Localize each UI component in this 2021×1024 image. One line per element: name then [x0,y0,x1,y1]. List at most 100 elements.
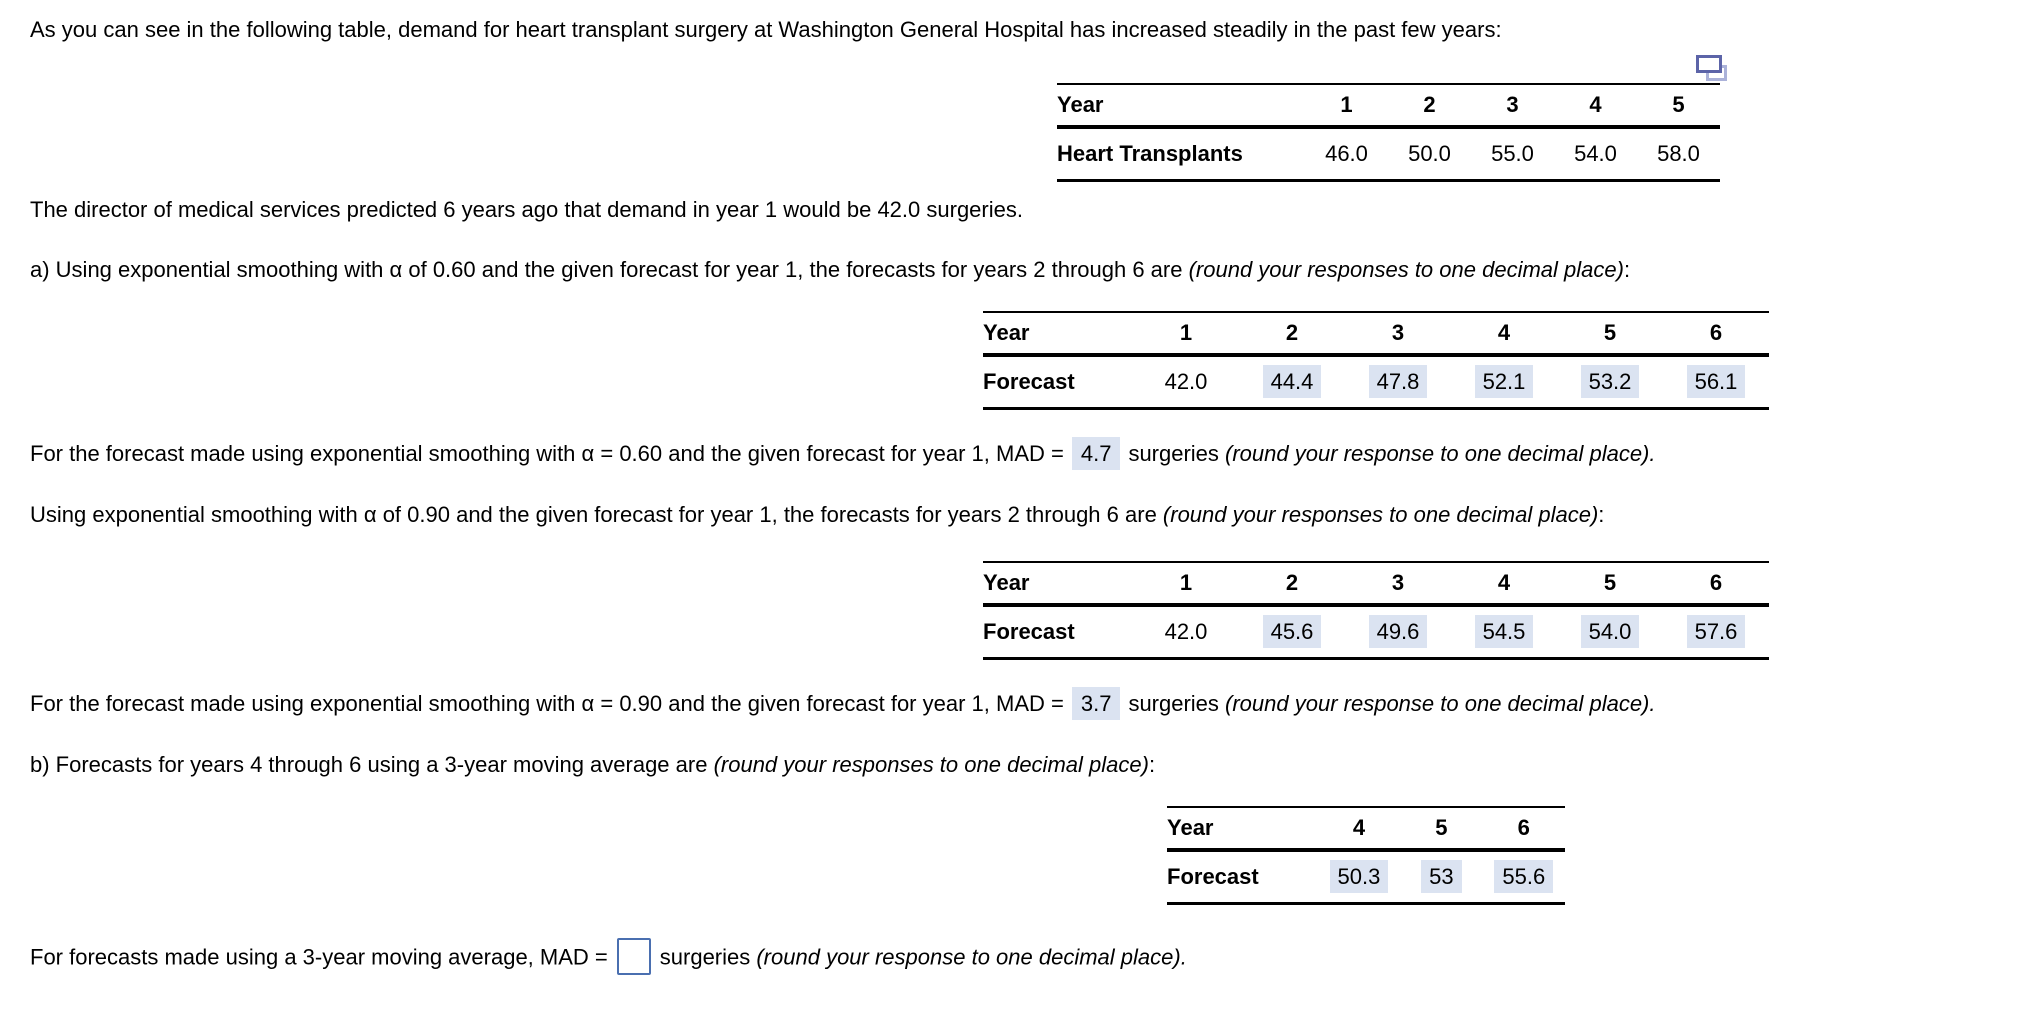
year-cell: 5 [1557,562,1663,607]
table-row: Year 1 2 3 4 5 6 [983,312,1769,357]
table-row: Year 1 2 3 4 5 [1057,84,1720,129]
year-cell: 2 [1239,562,1345,607]
demand-value-cell: 58.0 [1657,141,1700,166]
answer-field[interactable]: 53.2 [1580,365,1640,398]
director-text: The director of medical services predict… [30,197,1023,222]
demand-table: Year 1 2 3 4 5 Heart Transplants 46.0 50… [1057,83,1720,182]
forecast-answer-cell: 50.3 [1318,850,1400,904]
year-cell: 4 [1317,807,1401,852]
transplants-row-label: Heart Transplants [1057,141,1243,166]
year-cell: 3 [1345,562,1451,607]
year-cell: 5 [1637,84,1720,129]
forecast-answer-cell: 54.0 [1557,605,1663,659]
year-cell: 4 [1451,312,1557,357]
year-cell: 3 [1471,84,1554,129]
answer-field[interactable]: 50.3 [1329,860,1389,893]
year-cell: 5 [1557,312,1663,357]
alpha-090-text: Using exponential smoothing with α of 0.… [30,502,1163,527]
forecast-given-cell: 42.0 [1164,619,1208,644]
answer-field[interactable]: 52.1 [1474,365,1534,398]
answer-field[interactable]: 47.8 [1368,365,1428,398]
mad-ma-input[interactable] [616,938,651,975]
copy-table-icon-front-rect [1696,55,1722,73]
mad-060-units: surgeries [1128,441,1226,466]
mad-090-instruction: (round your response to one decimal plac… [1225,691,1656,716]
mad-090-statement: For the forecast made using exponential … [30,687,1656,720]
mad-ma-text: For forecasts made using a 3-year moving… [30,944,608,970]
forecast-answer-cell: 53 [1400,850,1482,904]
forecast-answer-cell: 45.6 [1239,605,1345,659]
year-cell: 6 [1482,807,1565,852]
answer-field[interactable]: 55.6 [1494,860,1554,893]
table-row: Forecast 50.3 53 55.6 [1167,850,1565,904]
copy-table-icon[interactable] [1696,55,1730,85]
mad-060-instruction: (round your response to one decimal plac… [1225,441,1656,466]
forecast-answer-cell: 53.2 [1557,355,1663,409]
alpha-060-forecast-table: Year 1 2 3 4 5 6 Forecast 42.0 44.4 47.8… [983,311,1769,410]
year-row-label: Year [1057,84,1305,129]
answer-field[interactable]: 49.6 [1368,615,1428,648]
year-cell: 2 [1239,312,1345,357]
year-row-label: Year [983,562,1133,607]
demand-value-cell: 54.0 [1574,141,1617,166]
forecast-answer-cell: 55.6 [1483,850,1565,904]
demand-value-cell: 46.0 [1325,141,1368,166]
mad-090-text: For the forecast made using exponential … [30,691,1064,716]
year-row-label: Year [983,312,1133,357]
table-row: Year 4 5 6 [1167,807,1565,852]
table-row: Forecast 42.0 44.4 47.8 52.1 53.2 56.1 [983,355,1769,409]
alpha-090-prompt: Using exponential smoothing with α of 0.… [30,502,1604,528]
part-a-instruction: (round your responses to one decimal pla… [1188,257,1624,282]
forecast-answer-cell: 54.5 [1451,605,1557,659]
part-a-colon: : [1623,257,1631,282]
forecast-row-label: Forecast [983,619,1075,644]
part-b-prompt: b) Forecasts for years 4 through 6 using… [30,752,1155,778]
forecast-answer-cell: 52.1 [1451,355,1557,409]
part-b-text: b) Forecasts for years 4 through 6 using… [30,752,714,777]
answer-field[interactable]: 56.1 [1686,365,1746,398]
year-cell: 1 [1305,84,1388,129]
year-cell: 1 [1133,562,1239,607]
year-row-label: Year [1167,807,1318,852]
forecast-row-label: Forecast [983,369,1075,394]
table-row: Heart Transplants 46.0 50.0 55.0 54.0 58… [1057,127,1720,181]
mad-060-statement: For the forecast made using exponential … [30,437,1656,470]
answer-field[interactable]: 44.4 [1262,365,1322,398]
year-cell: 1 [1133,312,1239,357]
year-cell: 5 [1400,807,1483,852]
answer-field[interactable]: 53 [1421,860,1462,893]
alpha-090-instruction: (round your responses to one decimal pla… [1162,502,1599,527]
forecast-row-label: Forecast [1167,864,1259,889]
year-cell: 3 [1345,312,1451,357]
answer-field[interactable]: 45.6 [1262,615,1322,648]
year-cell: 6 [1663,562,1769,607]
answer-field[interactable]: 54.0 [1580,615,1640,648]
mad-060-text: For the forecast made using exponential … [30,441,1064,466]
forecast-answer-cell: 57.6 [1663,605,1769,659]
year-cell: 2 [1388,84,1471,129]
mad-ma-instruction: (round your response to one decimal plac… [756,944,1187,970]
part-b-colon: : [1148,752,1156,777]
year-cell: 6 [1663,312,1769,357]
forecast-answer-cell: 47.8 [1345,355,1451,409]
year-cell: 4 [1554,84,1637,129]
alpha-090-forecast-table: Year 1 2 3 4 5 6 Forecast 42.0 45.6 49.6… [983,561,1769,660]
year-cell: 4 [1451,562,1557,607]
demand-value-cell: 50.0 [1408,141,1451,166]
mad-090-answer-field[interactable]: 3.7 [1071,687,1121,720]
part-b-instruction: (round your responses to one decimal pla… [713,752,1149,777]
mad-ma-statement: For forecasts made using a 3-year moving… [30,938,1187,977]
forecast-given-cell: 42.0 [1164,369,1208,394]
alpha-090-colon: : [1598,502,1605,527]
intro-text: As you can see in the following table, d… [30,17,1502,42]
answer-field[interactable]: 57.6 [1686,615,1746,648]
table-row: Year 1 2 3 4 5 6 [983,562,1769,607]
mad-060-answer-field[interactable]: 4.7 [1071,437,1121,470]
part-a-prompt: a) Using exponential smoothing with α of… [30,257,1630,283]
demand-value-cell: 55.0 [1491,141,1534,166]
mad-ma-units: surgeries [659,944,757,970]
answer-field[interactable]: 54.5 [1474,615,1534,648]
mad-090-units: surgeries [1128,691,1226,716]
forecast-answer-cell: 49.6 [1345,605,1451,659]
part-a-text: a) Using exponential smoothing with α of… [30,257,1189,282]
